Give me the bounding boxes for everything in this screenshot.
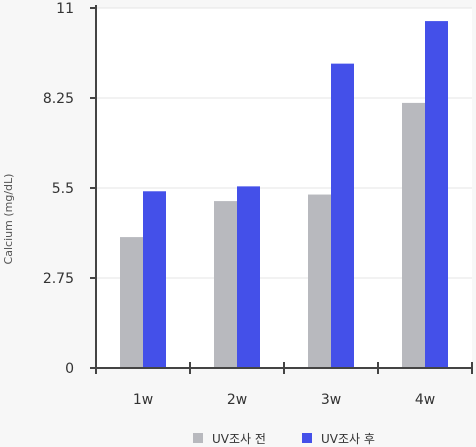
y-tick-label: 2.75 [43, 271, 74, 287]
bars [120, 21, 448, 369]
bar-3w-series-2 [331, 63, 354, 369]
axes [90, 5, 473, 374]
bar-2w-series-2 [237, 186, 260, 368]
x-tick-label: 4w [415, 392, 435, 408]
x-tick-label: 3w [321, 392, 341, 408]
y-axis-label: Calcium (mg/dL) [2, 174, 15, 265]
y-tick-label: 5.5 [52, 181, 74, 197]
bar-3w-series-1 [308, 194, 331, 368]
bar-4w-series-1 [402, 102, 425, 368]
x-tick-labels: 1w 2w 3w 4w [133, 392, 435, 408]
bar-2w-series-1 [214, 201, 237, 368]
legend: UV조사 전 UV조사 후 [193, 432, 375, 446]
legend-label: UV조사 전 [212, 432, 266, 446]
x-tick-label: 1w [133, 392, 153, 408]
bar-4w-series-2 [425, 21, 448, 368]
x-tick-label: 2w [227, 392, 247, 408]
y-tick-label: 0 [65, 361, 74, 377]
legend-swatch [302, 433, 312, 443]
bar-1w-series-2 [143, 191, 166, 368]
legend-swatch [193, 433, 203, 443]
y-tick-label: 8.25 [43, 91, 74, 107]
bar-1w-series-1 [120, 237, 143, 368]
y-tick-label: 11 [56, 1, 74, 17]
y-tick-labels: 0 2.75 5.5 8.25 11 [43, 1, 74, 377]
legend-label: UV조사 후 [321, 432, 375, 446]
